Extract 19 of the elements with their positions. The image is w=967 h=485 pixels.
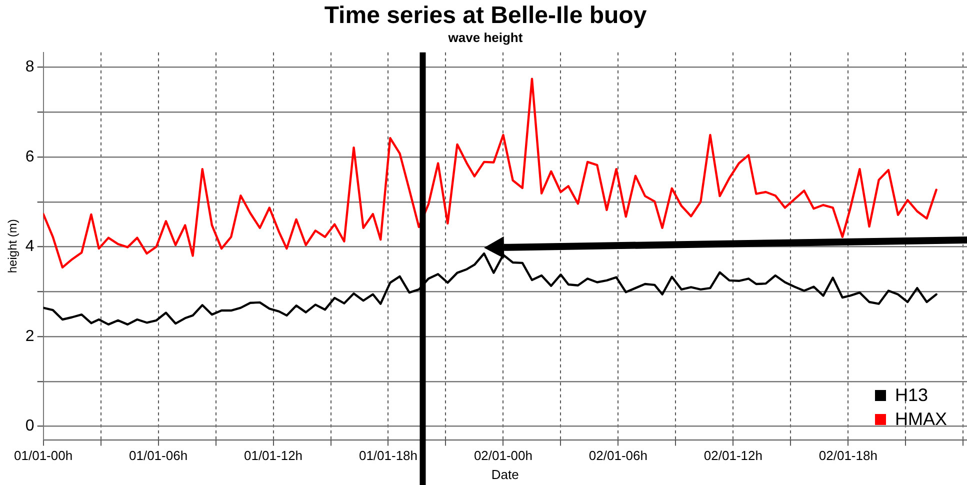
x-tick-label: 02/01-06h (588, 448, 648, 464)
x-tick-label: 02/01-00h (474, 448, 533, 464)
chart-subtitle: wave height (447, 30, 524, 46)
y-tick-label: 2 (25, 328, 34, 345)
chart-title: Time series at Belle-Ile buoy (324, 2, 648, 30)
y-tick-label: 4 (25, 238, 34, 256)
x-tick-label: 01/01-00h (14, 448, 73, 464)
y-axis-title: height (m) (6, 219, 20, 274)
x-tick-label: 02/01-12h (704, 448, 762, 464)
y-tick-label: 0 (25, 418, 34, 435)
y-tick-label: 6 (25, 148, 34, 166)
x-tick-label: 01/01-18h (358, 448, 418, 464)
x-tick-label: 01/01-12h (244, 448, 303, 464)
x-tick-label: 02/01-18h (818, 448, 878, 464)
x-tick-label: 01/01-06h (129, 448, 188, 464)
legend-label: HMAX (895, 409, 948, 430)
legend-label: H13 (895, 385, 928, 406)
y-tick-label: 8 (25, 58, 34, 76)
x-axis-title: Date (491, 466, 519, 482)
